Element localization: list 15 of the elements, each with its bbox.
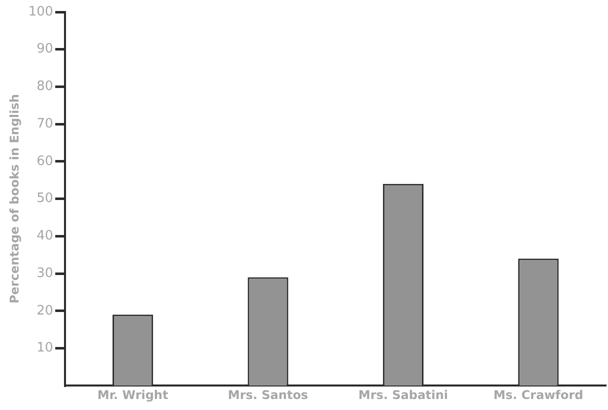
x-tick-label: Mr. Wright: [97, 388, 168, 402]
y-tick-label: 100: [28, 4, 54, 20]
y-tick-label: 80: [36, 79, 54, 94]
y-tick-label: 40: [36, 228, 54, 244]
y-axis-title: Percentage of books in English: [7, 94, 22, 304]
y-tick-label: 50: [36, 191, 54, 206]
y-tick-label: 10: [36, 340, 54, 356]
y-tick-label: 20: [36, 303, 54, 318]
y-tick-label: 70: [36, 116, 54, 132]
y-tick-label: 30: [36, 266, 54, 281]
x-tick-label: Ms. Crawford: [494, 388, 584, 402]
y-tick-label: 90: [36, 42, 54, 57]
x-tick-label: Mrs. Sabatini: [358, 388, 448, 402]
y-tick-label: 60: [36, 154, 54, 169]
x-tick-label: Mrs. Santos: [228, 388, 308, 402]
